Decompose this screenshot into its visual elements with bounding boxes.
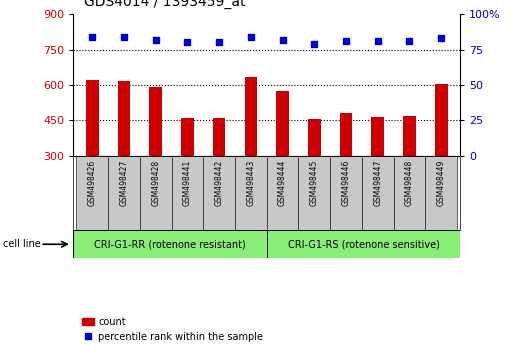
Bar bbox=[245, 77, 257, 156]
Text: GSM498428: GSM498428 bbox=[151, 159, 160, 206]
Point bbox=[88, 34, 96, 40]
Text: GSM498441: GSM498441 bbox=[183, 159, 192, 206]
Bar bbox=[73, 230, 267, 258]
Bar bbox=[362, 156, 394, 230]
Text: cell line: cell line bbox=[3, 239, 40, 249]
Point bbox=[183, 40, 191, 45]
Bar bbox=[140, 156, 172, 230]
Bar bbox=[371, 117, 384, 156]
Bar bbox=[76, 156, 108, 230]
Text: GSM498444: GSM498444 bbox=[278, 159, 287, 206]
Bar bbox=[172, 156, 203, 230]
Bar bbox=[108, 156, 140, 230]
Point bbox=[373, 38, 382, 44]
Bar bbox=[394, 156, 425, 230]
Text: CRI-G1-RS (rotenone sensitive): CRI-G1-RS (rotenone sensitive) bbox=[288, 239, 439, 249]
Text: GSM498426: GSM498426 bbox=[88, 159, 97, 206]
Bar bbox=[267, 156, 299, 230]
Bar bbox=[267, 230, 460, 258]
Point bbox=[247, 34, 255, 40]
Point bbox=[342, 38, 350, 44]
Text: GSM498446: GSM498446 bbox=[342, 159, 350, 206]
Point bbox=[310, 41, 319, 47]
Bar bbox=[425, 156, 457, 230]
Text: GSM498443: GSM498443 bbox=[246, 159, 255, 206]
Bar bbox=[118, 81, 130, 156]
Bar bbox=[299, 156, 330, 230]
Text: GSM498427: GSM498427 bbox=[119, 159, 129, 206]
Text: CRI-G1-RR (rotenone resistant): CRI-G1-RR (rotenone resistant) bbox=[94, 239, 246, 249]
Bar bbox=[213, 118, 225, 156]
Bar bbox=[150, 87, 162, 156]
Point bbox=[215, 40, 223, 45]
Bar bbox=[403, 116, 416, 156]
Point bbox=[120, 34, 128, 40]
Text: GSM498447: GSM498447 bbox=[373, 159, 382, 206]
Bar bbox=[340, 113, 353, 156]
Bar bbox=[330, 156, 362, 230]
Point bbox=[152, 37, 160, 42]
Point bbox=[405, 38, 414, 44]
Bar bbox=[308, 119, 321, 156]
Text: GDS4014 / 1393459_at: GDS4014 / 1393459_at bbox=[84, 0, 245, 9]
Bar bbox=[86, 80, 99, 156]
Text: GSM498442: GSM498442 bbox=[214, 159, 224, 206]
Bar bbox=[235, 156, 267, 230]
Bar bbox=[276, 91, 289, 156]
Point bbox=[278, 37, 287, 42]
Text: GSM498448: GSM498448 bbox=[405, 159, 414, 206]
Text: GSM498445: GSM498445 bbox=[310, 159, 319, 206]
Text: GSM498449: GSM498449 bbox=[437, 159, 446, 206]
Bar bbox=[435, 84, 448, 156]
Bar bbox=[181, 118, 194, 156]
Point bbox=[437, 35, 446, 41]
Legend: count, percentile rank within the sample: count, percentile rank within the sample bbox=[78, 313, 267, 346]
Bar bbox=[203, 156, 235, 230]
